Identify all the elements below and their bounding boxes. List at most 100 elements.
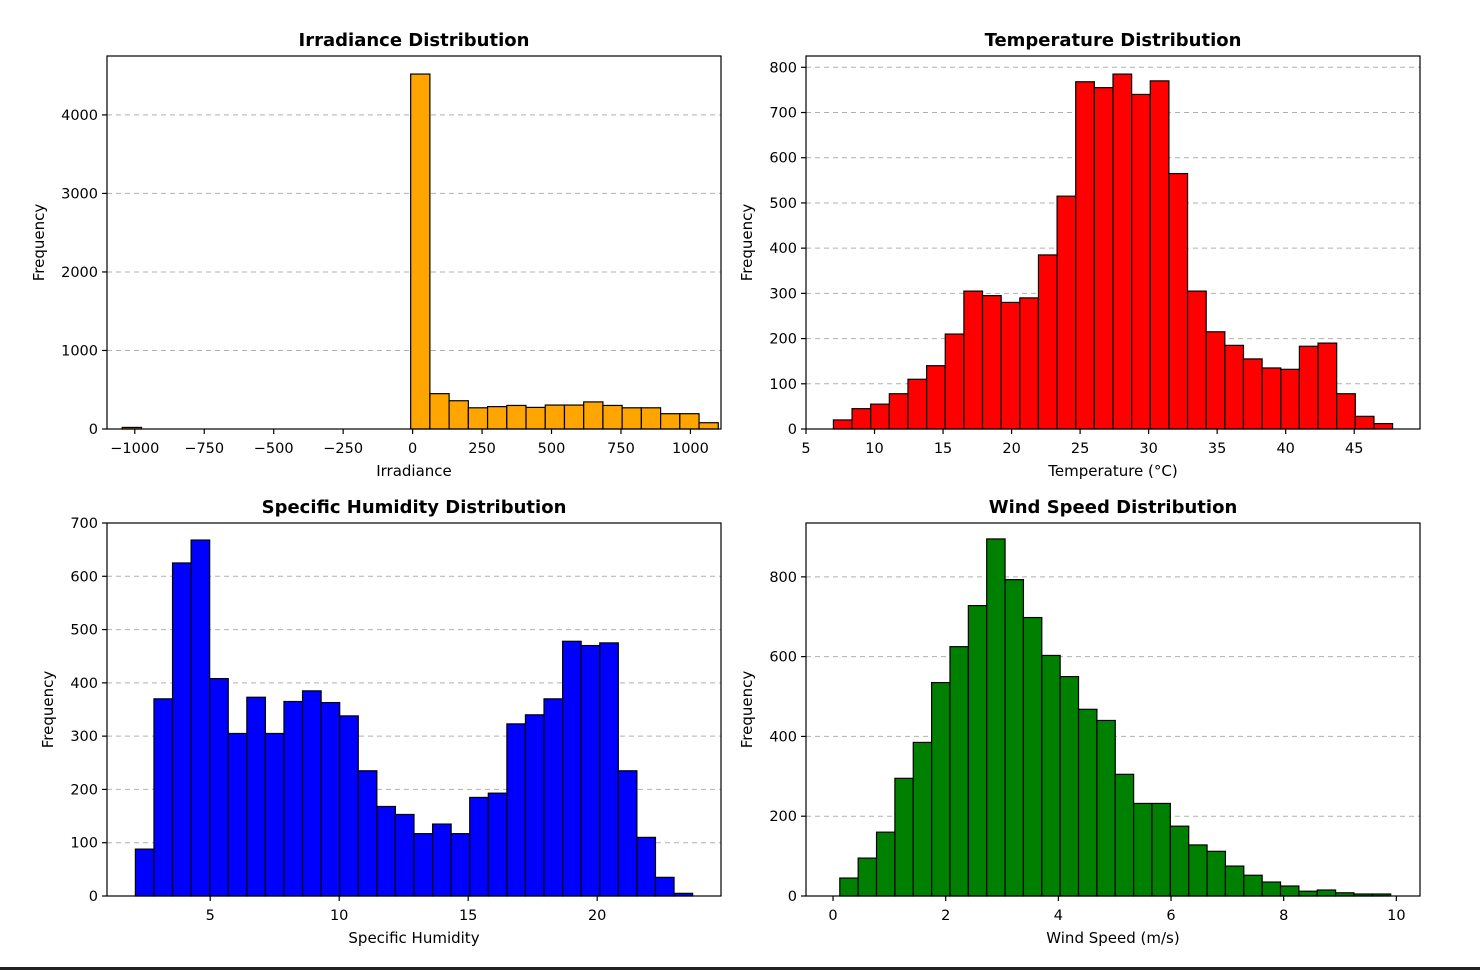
- humidity-bar: [543, 698, 564, 897]
- temperature-y-tick-label: 800: [769, 60, 797, 76]
- humidity-x-axis-label: Specific Humidity: [348, 929, 479, 947]
- humidity-y-tick-label: 200: [70, 782, 98, 798]
- temperature-x-tick-label: 35: [1208, 441, 1226, 457]
- wind-speed-y-tick-label: 200: [769, 809, 797, 825]
- wind-speed-x-tick-label: 2: [941, 908, 950, 924]
- temperature-y-tick-label: 200: [769, 332, 797, 348]
- temperature-bar: [1242, 358, 1263, 430]
- irradiance-bar: [486, 406, 508, 430]
- humidity-x-tick-label: 20: [588, 908, 606, 924]
- temperature-bar: [1317, 342, 1338, 430]
- temperature-y-tick-label: 600: [769, 151, 797, 167]
- humidity-bar: [153, 698, 174, 897]
- temperature-bar: [1280, 368, 1300, 430]
- irradiance-x-tick-label: 500: [538, 441, 566, 457]
- humidity-bar: [171, 562, 192, 897]
- temperature-bar: [1075, 81, 1095, 430]
- wind-speed-bar: [912, 741, 933, 897]
- wind-speed-y-tick-label: 400: [769, 729, 797, 745]
- temperature-y-tick-label: 300: [769, 286, 797, 302]
- temperature-bar: [981, 295, 1002, 430]
- wind-speed-bar: [1151, 802, 1171, 897]
- humidity-bar: [487, 792, 508, 897]
- humidity-bar: [357, 770, 378, 897]
- wind-speed-x-tick-label: 10: [1387, 908, 1405, 924]
- humidity-bar: [506, 723, 527, 897]
- wind-speed-bar: [1169, 825, 1190, 897]
- humidity-bar: [413, 833, 434, 897]
- humidity-bar: [227, 732, 248, 897]
- irradiance-bar: [544, 404, 566, 430]
- wind-speed-bar: [1004, 579, 1025, 897]
- wind-speed-bar: [1059, 675, 1080, 897]
- irradiance-bars: [121, 73, 719, 430]
- temperature-bar: [870, 403, 890, 430]
- wind-speed-y-tick-label: 800: [769, 570, 797, 586]
- irradiance-y-tick-label: 2000: [61, 265, 98, 281]
- temperature-bar: [1112, 73, 1133, 430]
- irradiance-bar: [583, 401, 604, 430]
- humidity-y-axis-label: Frequency: [39, 671, 57, 749]
- humidity-bars: [134, 539, 694, 897]
- irradiance-axes-frame: [106, 55, 722, 430]
- wind-speed-bars: [839, 538, 1392, 897]
- irradiance-x-tick-label: −1000: [110, 441, 159, 457]
- temperature-bar: [926, 365, 946, 430]
- irradiance-y-axis-label: Frequency: [30, 204, 48, 282]
- wind-speed-bar: [967, 604, 988, 897]
- humidity-bar: [654, 876, 675, 897]
- temperature-bar: [1354, 415, 1375, 430]
- temperature-bar: [1037, 254, 1058, 430]
- temperature-x-tick-label: 40: [1276, 441, 1294, 457]
- temperature-y-tick-label: 100: [769, 377, 797, 393]
- humidity-bar: [636, 836, 657, 897]
- wind-speed-y-axis-label: Frequency: [738, 671, 756, 749]
- irradiance-bar: [640, 407, 662, 430]
- humidity-x-tick-label: 15: [459, 908, 477, 924]
- wind-speed-axes-frame: [805, 522, 1421, 897]
- irradiance-y-tick-label: 3000: [61, 186, 98, 202]
- irradiance-x-tick-label: 0: [408, 441, 417, 457]
- wind-speed-bar: [1243, 874, 1263, 897]
- humidity-bar: [190, 539, 211, 897]
- irradiance-x-tick-label: −500: [254, 441, 294, 457]
- humidity-x-tick-label: 10: [330, 908, 348, 924]
- wind-speed-x-tick-label: 6: [1166, 908, 1175, 924]
- humidity-bar: [450, 833, 471, 897]
- temperature-bar: [1131, 93, 1151, 430]
- temperature-bar: [963, 290, 984, 430]
- wind-speed-bar: [1298, 890, 1318, 897]
- humidity-y-tick-label: 700: [70, 516, 98, 532]
- humidity-bar: [580, 644, 601, 897]
- temperature-y-tick-label: 700: [769, 106, 797, 122]
- temperature-bar: [1186, 290, 1207, 430]
- irradiance-x-tick-label: 250: [468, 441, 496, 457]
- temperature-y-tick-label: 0: [788, 422, 797, 438]
- humidity-axes-frame: [106, 522, 722, 897]
- wind-speed-y-tick-label: 600: [769, 650, 797, 666]
- temperature-bar: [1373, 422, 1394, 430]
- irradiance-bar: [698, 422, 719, 430]
- wind-speed-x-tick-label: 0: [828, 908, 837, 924]
- wind-speed-bar: [1096, 719, 1116, 897]
- wind-speed-bar: [931, 681, 951, 897]
- temperature-bar: [888, 393, 909, 430]
- irradiance-bar: [506, 404, 527, 430]
- wind-speed-bar: [875, 831, 896, 897]
- humidity-y-tick-label: 100: [70, 836, 98, 852]
- temperature-x-tick-label: 25: [1071, 441, 1089, 457]
- irradiance-bar: [563, 404, 585, 430]
- irradiance-chart-title: Irradiance Distribution: [299, 30, 530, 51]
- humidity-y-tick-label: 300: [70, 729, 98, 745]
- wind-speed-bar: [1206, 850, 1227, 897]
- irradiance-bar: [602, 404, 623, 430]
- irradiance-bar: [410, 73, 431, 430]
- temperature-bar: [1149, 80, 1170, 430]
- irradiance-bar: [679, 413, 700, 430]
- wind-speed-bar: [857, 857, 878, 897]
- irradiance-bar: [429, 393, 450, 430]
- irradiance-panel: Irradiance Distribution Irradiance Frequ…: [30, 30, 722, 480]
- wind-speed-bar: [1077, 708, 1098, 897]
- irradiance-x-tick-label: 750: [607, 441, 635, 457]
- temperature-bar: [1336, 393, 1356, 430]
